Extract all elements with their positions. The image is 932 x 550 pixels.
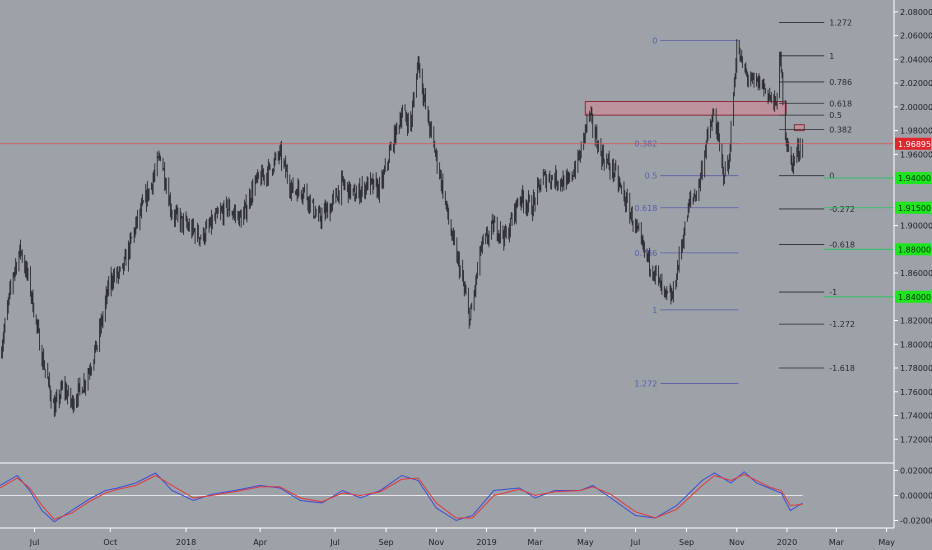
price-axis-label: 1.90000: [900, 222, 932, 231]
resistance-zones: [584, 101, 805, 132]
fib-level-label: 0.618: [634, 204, 657, 213]
time-axis-label: May: [878, 538, 895, 547]
oscillator-pane[interactable]: [0, 471, 803, 523]
fib-level-label: 1: [652, 306, 657, 315]
candlestick-series: [1, 39, 804, 418]
fib-extension-right: 1.272 1 0.786 0.618 0.5 0.382 0 -0.272 -0.618 -1 -…: [778, 19, 894, 373]
time-axis-label: 2020: [777, 538, 797, 547]
fib-level-label: 1: [829, 52, 834, 61]
time-axis-label: Sep: [379, 538, 394, 547]
time-axis-label: Nov: [729, 538, 745, 547]
time-axis-label: Nov: [428, 538, 444, 547]
price-axis-label: 2.02000: [900, 79, 932, 88]
price-axis-label: 1.78000: [900, 364, 932, 373]
time-axis-label: May: [577, 538, 594, 547]
fib-level-label: -1: [829, 288, 837, 297]
resistance-zone[interactable]: [584, 101, 787, 116]
price-axis-label: 1.98000: [900, 127, 932, 136]
time-axis-label: Jul: [630, 538, 641, 547]
price-tag: [895, 172, 931, 185]
price-tag: [895, 201, 931, 214]
fib-level-label: 0: [652, 36, 657, 45]
price-tag-label: 1.84000: [898, 293, 931, 302]
time-axis-label: 2019: [476, 538, 496, 547]
resistance-zone[interactable]: [793, 124, 805, 132]
fib-level-label: 0.618: [829, 99, 852, 108]
price-axis-label: 1.74000: [900, 412, 932, 421]
price-axis-label: 1.72000: [900, 435, 932, 444]
time-axis-label: Apr: [253, 538, 268, 547]
oscillator-axis[interactable]: 0.02000 0.00000 -0.02000: [894, 467, 932, 526]
fib-level-label: -1.272: [829, 320, 855, 329]
fib-level-label: -1.618: [829, 364, 855, 373]
price-axis-label: 1.80000: [900, 340, 932, 349]
oscillator-axis-label: 0.02000: [900, 467, 932, 476]
time-axis-label: 2018: [176, 538, 196, 547]
price-tag: [895, 243, 931, 256]
oscillator-series-line: [0, 473, 803, 520]
price-tag-label: 1.94000: [898, 174, 931, 183]
fib-level-label: 0.786: [634, 249, 657, 258]
fib-level-label: 0.786: [829, 78, 852, 87]
price-axis-label: 1.82000: [900, 317, 932, 326]
fib-level-label: -0.272: [829, 205, 855, 214]
time-axis-label: Jul: [29, 538, 40, 547]
price-axis-label: 1.86000: [900, 269, 932, 278]
time-axis-label: Oct: [103, 538, 117, 547]
fib-level-label: 0.382: [829, 125, 852, 134]
oscillator-series-line: [0, 471, 803, 523]
price-tag-label: 1.91500: [898, 204, 931, 213]
price-axis-labels: 1.94000 1.91500 1.88000 1.84000 1.96895: [895, 137, 931, 303]
time-axis-label: Sep: [679, 538, 694, 547]
time-axis[interactable]: Jul Oct 2018 Apr Jul Sep Nov 2019 Mar May Jul Sep No…: [29, 528, 895, 547]
oscillator-axis-label: 0.00000: [900, 492, 932, 501]
price-axis-label: 2.04000: [900, 55, 932, 64]
fib-level-label: 0.5: [829, 111, 842, 120]
fib-level-label: 0.5: [645, 172, 658, 181]
price-axis-label: 2.00000: [900, 103, 932, 112]
price-axis-label: 2.08000: [900, 8, 932, 17]
oscillator-axis-label: -0.02000: [900, 517, 932, 526]
time-axis-label: Mar: [829, 538, 845, 547]
price-tag: [895, 137, 931, 150]
price-tag-label: 1.88000: [898, 245, 931, 254]
price-tag-label: 1.96895: [898, 140, 931, 149]
price-axis-label: 1.76000: [900, 388, 932, 397]
price-axis[interactable]: 2.08000 2.06000 2.04000 2.02000 2.00000 1.980…: [894, 8, 932, 444]
time-axis-label: Mar: [528, 538, 544, 547]
fib-level-label: -0.618: [829, 241, 855, 250]
time-axis-label: Jul: [329, 538, 340, 547]
price-tag: [895, 290, 931, 303]
price-axis-label: 1.96000: [900, 150, 932, 159]
price-pane[interactable]: 0 0.382 0.5 0.618 0.786 1 1.272 1.272 1 0.786 0.6…: [0, 19, 894, 418]
price-axis-label: 2.06000: [900, 32, 932, 41]
fib-level-label: 1.272: [829, 19, 852, 28]
fib-level-label: 0: [829, 172, 834, 181]
fib-level-label: 1.272: [634, 379, 657, 388]
